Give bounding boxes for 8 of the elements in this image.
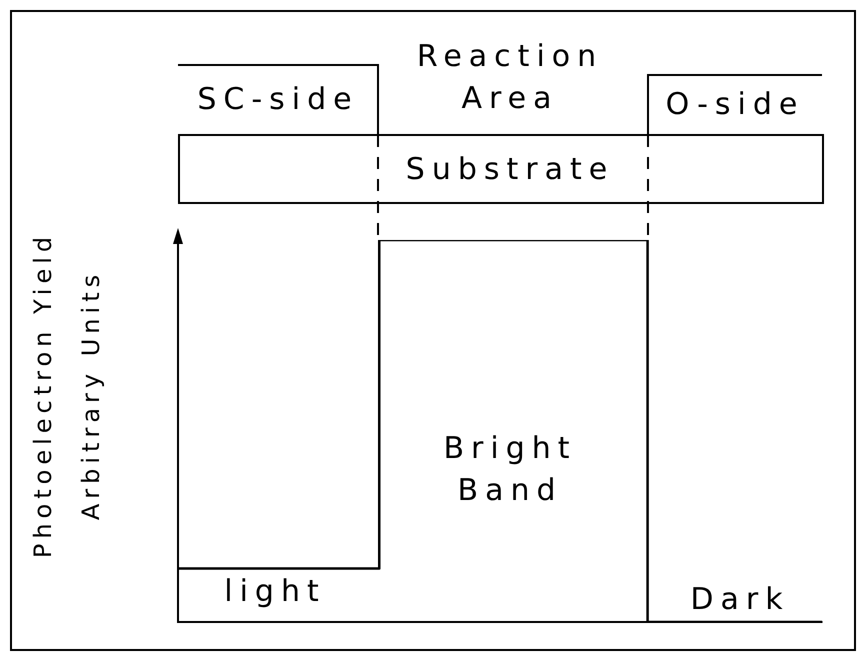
annotation: light bbox=[224, 573, 326, 611]
text: SC-side bbox=[197, 81, 359, 119]
annotation: Dark bbox=[690, 581, 790, 619]
annotation: Bright Band bbox=[442, 430, 578, 510]
text: Substrate bbox=[406, 151, 614, 189]
text: Reaction Area bbox=[416, 38, 604, 118]
text: O-side bbox=[666, 86, 804, 124]
y-axis-title: Photoelectron Yield Arbitrary Units bbox=[28, 232, 106, 558]
